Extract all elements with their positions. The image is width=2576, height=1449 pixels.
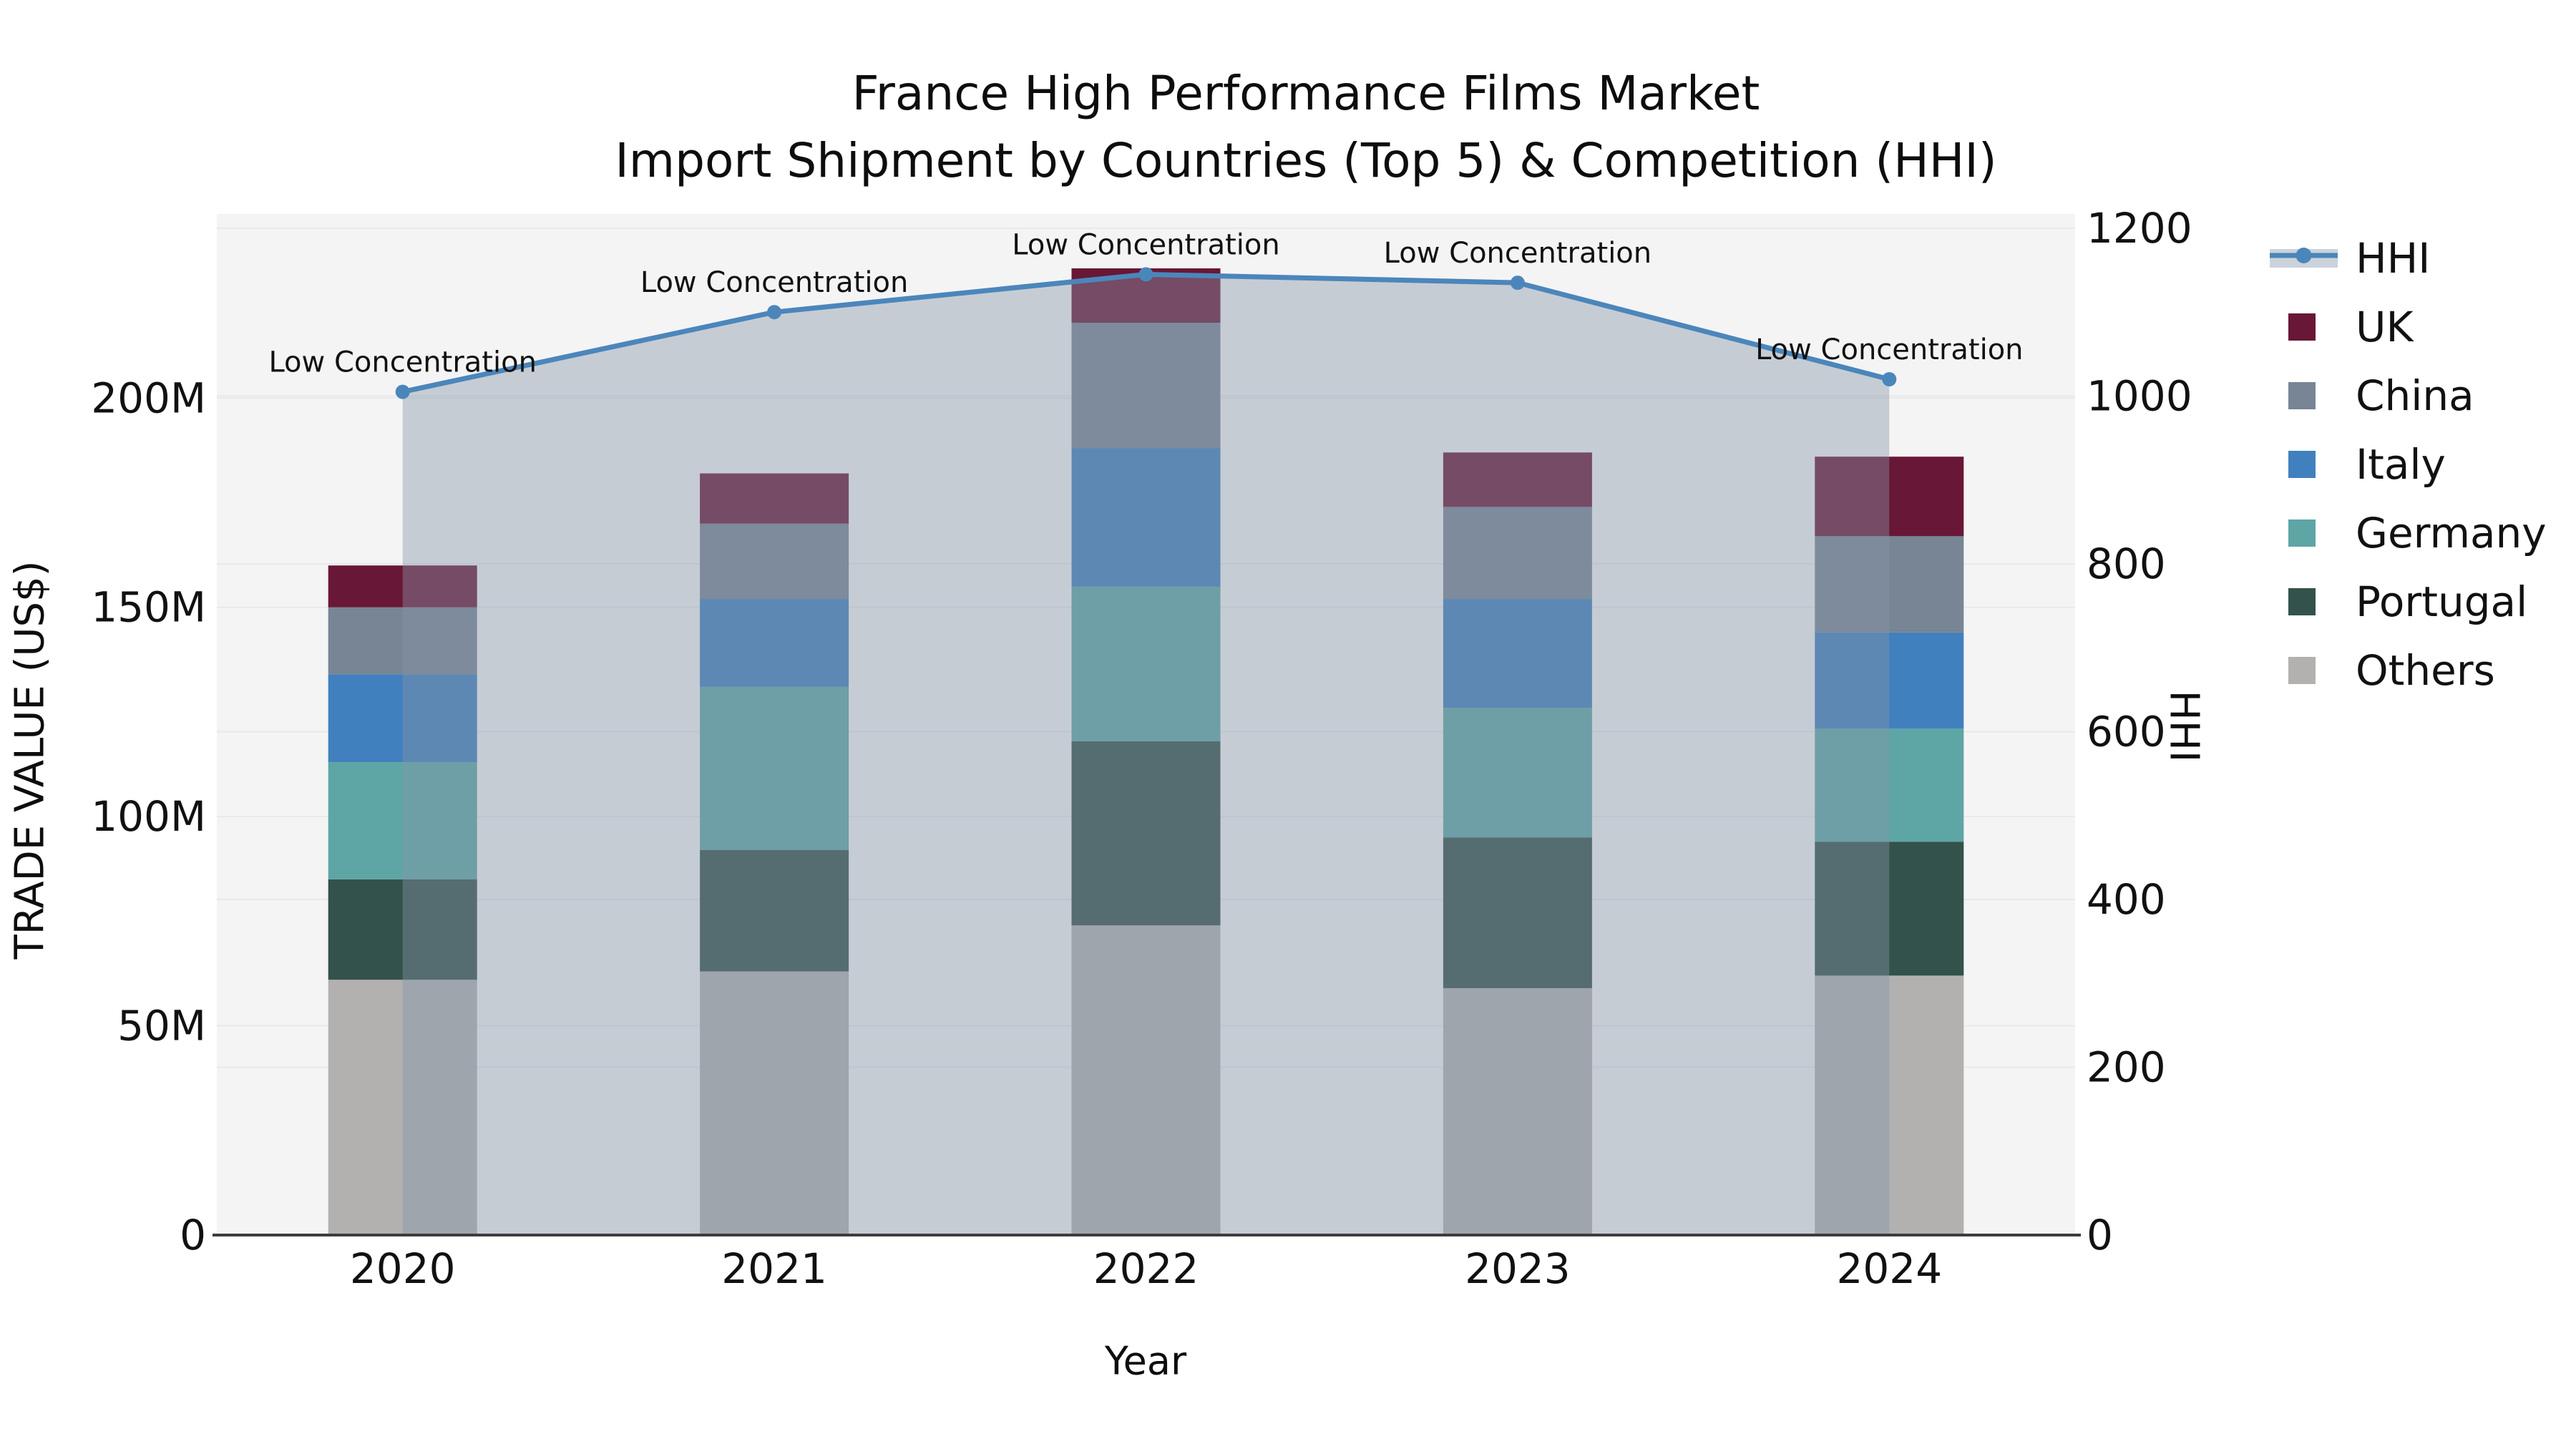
legend: HHI UK China Italy Germany Portugal Others [2270,234,2547,695]
bar-2020-italy [328,674,477,763]
bar-2021-portugal [700,849,849,972]
bar-2020-germany [328,762,477,879]
bar-2020-portugal [328,879,477,980]
y-right-tick-label: 600 [2087,707,2166,756]
bar-2023-china [1443,507,1592,600]
legend-label-uk: UK [2356,303,2414,351]
bar-2023-portugal [1443,837,1592,988]
legend-label-portugal: Portugal [2356,577,2527,626]
bar-2023-germany [1443,708,1592,838]
y-left-tick-label: 100M [91,792,206,841]
bar-2021-uk [700,473,849,524]
legend-label-others: Others [2356,646,2495,695]
bar-2023-others [1443,987,1592,1235]
bar-2020-china [328,607,477,675]
annotations-layer: Low Concentration Low Concentration Low Co… [268,228,2023,379]
y-axis-title-left: TRADE VALUE (US$) [6,560,54,960]
x-tick-label: 2022 [1093,1244,1199,1293]
legend-label-italy: Italy [2356,440,2446,489]
legend-label-china: China [2356,371,2474,420]
y-left-tick-label: 150M [91,583,206,632]
x-axis-title: Year [1104,1338,1187,1384]
bar-2024-portugal [1815,841,1964,976]
y-right-tick-label: 1200 [2087,204,2192,253]
tick-labels-layer: 0 50M 100M 150M 200M 0 200 400 600 800 1000 1200 202… [91,204,2192,1293]
legend-swatch-germany [2288,519,2316,547]
bar-2021-others [700,971,849,1235]
bar-2022-china [1071,323,1221,449]
chart-subtitle: Import Shipment by Countries (Top 5) & C… [615,133,1997,188]
bar-2022-italy [1071,448,1221,587]
bar-2023-italy [1443,599,1592,708]
bar-2022-portugal [1071,741,1221,926]
bar-2020-others [328,980,477,1235]
hhi-marker [1138,267,1153,282]
legend-swatch-others [2288,657,2316,684]
y-left-tick-label: 200M [91,374,206,422]
bar-2020-uk [328,565,477,608]
bar-2022-germany [1071,586,1221,741]
bar-2021-italy [700,599,849,687]
y-right-tick-label: 200 [2087,1043,2166,1091]
x-tick-label: 2021 [721,1244,827,1293]
bar-2024-others [1815,975,1964,1235]
y-axis-title-right: HHI [2160,690,2207,763]
legend-label-germany: Germany [2356,509,2547,557]
legend-hhi-marker [2296,248,2312,263]
y-right-tick-label: 400 [2087,875,2166,924]
y-right-tick-label: 1000 [2087,371,2192,420]
legend-swatch-portugal [2288,588,2316,615]
bar-2021-china [700,523,849,600]
legend-swatch-italy [2288,451,2316,478]
annotation: Low Concentration [1384,237,1652,270]
x-tick-label: 2023 [1465,1244,1571,1293]
annotation: Low Concentration [268,346,536,379]
hhi-marker [395,384,410,399]
annotation: Low Concentration [1755,333,2023,366]
chart-title: France High Performance Films Market [852,66,1760,121]
bar-2024-germany [1815,728,1964,842]
hhi-area [402,274,1890,1236]
annotation: Low Concentration [640,266,908,299]
bar-2024-uk [1815,457,1964,537]
bar-2021-germany [700,686,849,850]
bar-2022-others [1071,925,1221,1235]
legend-label-hhi: HHI [2356,234,2430,283]
y-right-tick-label: 800 [2087,540,2166,588]
annotation: Low Concentration [1012,228,1279,261]
bar-2023-uk [1443,452,1592,507]
hhi-marker [1882,371,1897,386]
hhi-marker [767,305,782,320]
hhi-marker [1510,275,1525,291]
bar-2024-italy [1815,632,1964,729]
y-left-tick-label: 50M [117,1002,206,1050]
bars-layer [328,268,1964,1235]
legend-swatch-china [2288,382,2316,409]
hhi-markers [395,267,1897,399]
y-right-tick-label: 0 [2087,1211,2113,1259]
y-left-tick-label: 0 [180,1211,206,1259]
x-tick-label: 2020 [350,1244,456,1293]
legend-swatch-uk [2288,313,2316,341]
bar-2024-china [1815,536,1964,633]
x-tick-label: 2024 [1836,1244,1942,1293]
